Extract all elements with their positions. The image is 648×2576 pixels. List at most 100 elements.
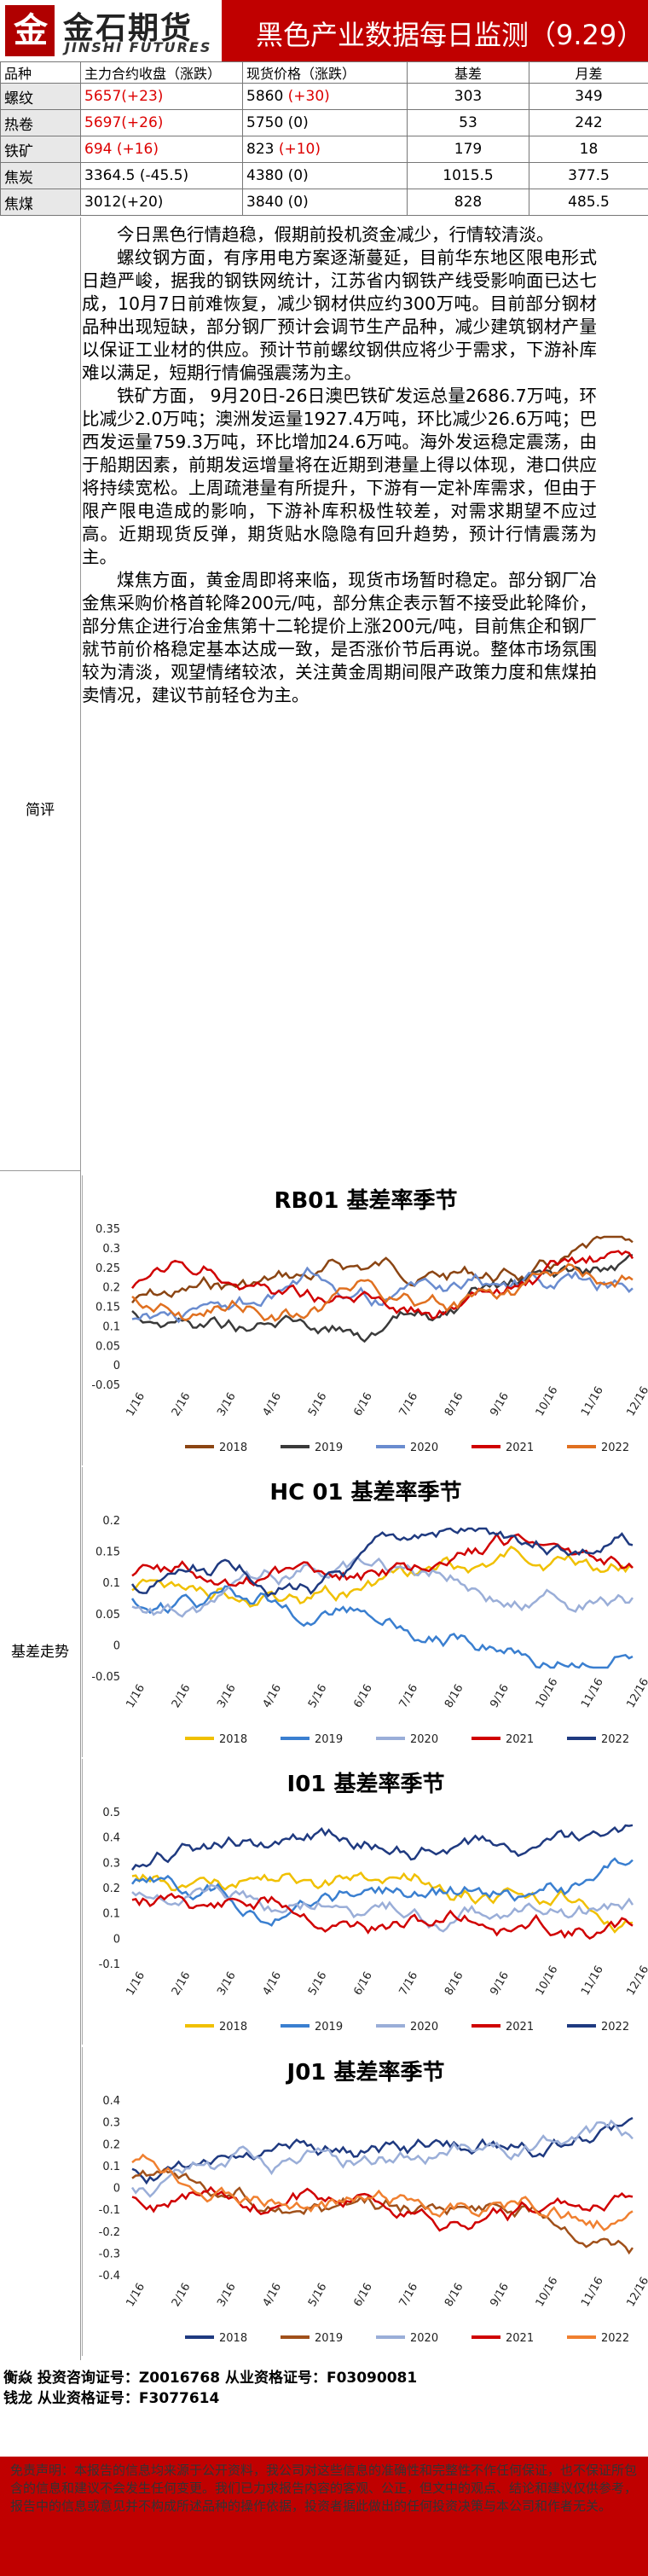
x-tick-label: 8/16: [443, 2281, 466, 2309]
y-tick-label: 0.1: [102, 1908, 120, 1921]
product-name: 铁矿: [0, 136, 81, 163]
chart-j01-svg: J01 基差率季节 0.4 0.3 0.2 0.1 0 -0.1 -0.2 -0.3 -0.4 1/…: [99, 2059, 648, 2345]
close-price: 5697(+26): [80, 109, 243, 136]
legend-label: 2018: [219, 2021, 247, 2034]
x-tick-label: 2/16: [170, 1390, 194, 1419]
series-line: [131, 1532, 634, 1587]
spot-value: 823: [246, 141, 275, 158]
y-tick-label: 0.2: [102, 1282, 120, 1295]
x-tick-label: 3/16: [215, 2281, 239, 2309]
series-line: [131, 1555, 634, 1618]
spot-change: (0): [287, 167, 309, 184]
comment-label: 简评: [26, 802, 55, 819]
logo-text-cn: 金石期货: [63, 11, 194, 46]
spot-price: 4380 (0): [242, 162, 408, 189]
y-tick-label: 0.4: [102, 1832, 120, 1845]
x-tick-label: 9/16: [488, 2281, 512, 2309]
y-tick-label: 0.2: [102, 2138, 120, 2151]
x-tick-label: 2/16: [170, 1682, 194, 1710]
basis: 828: [407, 189, 529, 216]
chart-hc01-svg: HC 01 基差率季节 0.2 0.15 0.1 0.05 0 -0.05 1/16 2/16 3…: [91, 1479, 648, 1746]
header-cell: 基差: [407, 61, 529, 84]
x-tick-label: 6/16: [351, 1970, 375, 1998]
x-tick-label: 9/16: [488, 1970, 512, 1998]
y-tick-label: 0.15: [95, 1302, 120, 1314]
y-tick-label: 0.05: [95, 1609, 120, 1622]
legend-label: 2020: [410, 1442, 438, 1454]
x-tick-label: 7/16: [397, 1390, 421, 1419]
x-tick-label: 6/16: [351, 1682, 375, 1710]
legend-label: 2022: [601, 1442, 629, 1454]
series-line: [131, 1883, 634, 1933]
chart-i01: I01 基差率季节 0.5 0.4 0.3 0.2 0.1 0 -0.1 1/16 2/16 3/1…: [82, 1759, 648, 2045]
legend-label: 2018: [219, 1733, 247, 1746]
y-tick-label: 0: [113, 1639, 120, 1652]
legend-label: 2020: [410, 2021, 438, 2034]
x-tick-label: 6/16: [351, 2281, 375, 2309]
legend-label: 2021: [506, 1442, 534, 1454]
y-tick-label: -0.1: [99, 1958, 120, 1971]
spread: 18: [529, 136, 648, 163]
product-name: 热卷: [0, 109, 81, 136]
close-price: 3364.5 (-45.5): [80, 162, 243, 189]
x-tick-label: 11/16: [579, 1676, 606, 1710]
header-cell: 月差: [529, 61, 648, 84]
comment-body: 今日黑色行情趋稳，假期前投机资金减少，行情较清淡。 螺纹钢方面，有序用电方案逐渐…: [82, 223, 597, 707]
basis: 303: [407, 83, 529, 110]
spread: 377.5: [529, 162, 648, 189]
legend-label: 2020: [410, 1733, 438, 1746]
series-line: [131, 1235, 634, 1304]
disclaimer-box: 免责声明：本报告的信息均来源于公开资料，我公司对这些信息的准确性和完整性不作任何…: [0, 2457, 648, 2576]
spread: 242: [529, 109, 648, 136]
y-tick-label: 0.35: [95, 1223, 120, 1236]
y-tick-label: -0.4: [99, 2270, 120, 2283]
x-tick-label: 10/16: [534, 1676, 561, 1710]
spread: 485.5: [529, 189, 648, 216]
x-tick-label: 10/16: [534, 2275, 561, 2309]
series-line: [130, 1824, 634, 1871]
y-tick-label: 0.25: [95, 1262, 120, 1275]
x-tick-label: 2/16: [170, 1970, 194, 1998]
y-tick-label: 0.3: [102, 2117, 120, 2130]
y-tick-label: 0: [113, 2183, 120, 2196]
x-tick-label: 8/16: [443, 1390, 466, 1419]
x-tick-label: 7/16: [397, 1970, 421, 1998]
table-row: 铁矿 694 (+16) 823 (+10) 179 18: [0, 136, 648, 163]
x-tick-label: 12/16: [624, 1384, 648, 1419]
legend-label: 2021: [506, 2332, 534, 2345]
chart-rb01-svg: RB01 基差率季节 0.35 0.3 0.25 0.2 0.15 0.1 0.05 0 -0.0…: [91, 1187, 648, 1454]
header-cell: 主力合约收盘（涨跌）: [80, 61, 243, 84]
y-tick-label: 0.2: [102, 1883, 120, 1895]
logo: 金 金石期货 JINSHI FUTURES: [0, 0, 222, 61]
x-tick-label: 12/16: [624, 1964, 648, 1998]
y-tick-label: 0.1: [102, 1577, 120, 1590]
basis-section-label: 基差走势: [11, 1644, 69, 1661]
spread: 349: [529, 83, 648, 110]
x-tick-label: 5/16: [306, 1390, 330, 1419]
x-tick-label: 2/16: [170, 2281, 194, 2309]
series-line: [131, 2185, 634, 2232]
x-tick-label: 3/16: [215, 1390, 239, 1419]
x-tick-label: 5/16: [306, 2281, 330, 2309]
close-price: 3012(+20): [80, 189, 243, 216]
spot-price: 823 (+10): [242, 136, 408, 163]
comment-paragraph: 铁矿方面， 9月20日-26日澳巴铁矿发运总量2686.7万吨，环比减少2.0万…: [82, 386, 597, 567]
product-name: 螺纹: [0, 83, 81, 110]
x-tick-label: 1/16: [124, 1970, 148, 1998]
table-row: 焦煤 3012(+20) 3840 (0) 828 485.5: [0, 189, 648, 216]
y-tick-label: 0.4: [102, 2095, 120, 2108]
chart-title: HC 01 基差率季节: [269, 1479, 461, 1506]
series-line: [131, 1262, 634, 1322]
x-tick-label: 8/16: [443, 1682, 466, 1710]
x-tick-label: 4/16: [261, 2281, 285, 2309]
table-row: 热卷 5697(+26) 5750 (0) 53 242: [0, 109, 648, 136]
x-tick-label: 11/16: [579, 1964, 606, 1998]
x-tick-label: 1/16: [124, 1682, 148, 1710]
contact-line: 钱龙 从业资格证号：F3077614: [3, 2390, 220, 2407]
y-tick-label: 0: [113, 1360, 120, 1372]
series-line: [131, 1250, 634, 1320]
spot-price: 5750 (0): [242, 109, 408, 136]
y-tick-label: 0.15: [95, 1546, 120, 1559]
report-title: 黑色产业数据每日监测（9.29）: [256, 19, 645, 51]
legend-label: 2019: [315, 1442, 343, 1454]
